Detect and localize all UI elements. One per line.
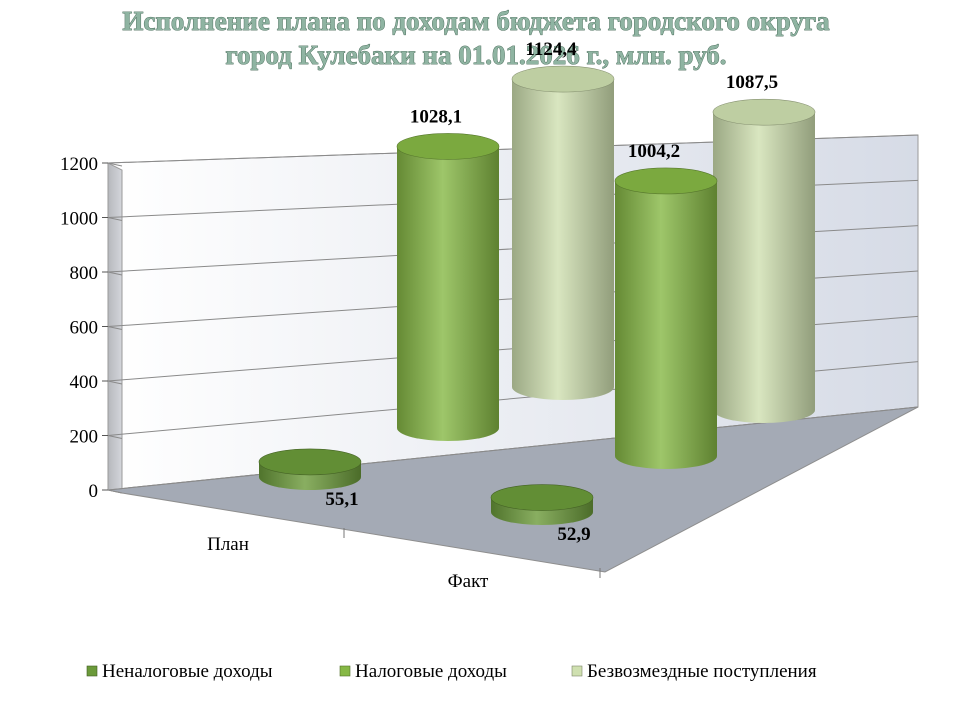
legend-item: Безвозмездные поступления: [571, 661, 817, 682]
legend-label: Налоговые доходы: [355, 661, 507, 682]
y-tick-label: 0: [89, 481, 99, 502]
y-tick-label: 1000: [60, 209, 98, 230]
chart-title-line-1: Исполнение плана по доходам бюджета горо…: [122, 6, 830, 36]
data-label: 1028,1: [410, 106, 462, 127]
legend-item: Неналоговые доходы: [86, 661, 273, 682]
legend-label: Безвозмездные поступления: [587, 661, 817, 682]
legend-label: Неналоговые доходы: [102, 661, 273, 682]
y-tick-label: 200: [70, 427, 99, 448]
data-label: 1087,5: [726, 72, 778, 93]
gridline-side: [107, 162, 123, 167]
data-labels: 1124,4 1087,5 1028,1 1004,2 55,1 52,9: [325, 39, 778, 545]
category-label: Факт: [448, 571, 489, 592]
data-label: 1004,2: [628, 141, 680, 162]
bars: [258, 65, 816, 525]
bar: [712, 98, 816, 423]
gridline-side: [107, 326, 123, 330]
category-label: План: [207, 534, 249, 555]
y-tick-label: 400: [70, 372, 99, 393]
legend-swatch: [571, 665, 583, 677]
gridline-side: [107, 217, 123, 221]
data-label: 1124,4: [525, 39, 577, 60]
legend-item: Налоговые доходы: [339, 661, 507, 682]
bar: [258, 448, 362, 490]
bar-top: [490, 484, 594, 511]
chart-title: Исполнение плана по доходам бюджета горо…: [122, 6, 831, 71]
bar: [490, 484, 594, 525]
y-tick-label: 1200: [60, 154, 98, 175]
bar-top: [258, 448, 362, 476]
gridline-side: [107, 271, 123, 276]
bar-top: [712, 98, 816, 126]
chart-title-line-2: город Кулебаки на 01.01.2026 г., млн. ру…: [225, 40, 726, 70]
gridline-side: [107, 380, 123, 385]
gridline-side: [107, 489, 123, 494]
y-tick-label: 600: [70, 318, 99, 339]
y-tick-label: 800: [70, 263, 99, 284]
bar-top: [511, 65, 615, 93]
bar-body: [397, 146, 499, 442]
bar-body: [512, 79, 614, 401]
bar-top: [396, 133, 500, 160]
bar-body: [615, 180, 717, 469]
data-label: 52,9: [557, 524, 590, 545]
bar-body: [713, 112, 815, 423]
legend-swatch: [86, 665, 98, 677]
gridline-side: [107, 435, 123, 439]
data-label: 55,1: [325, 489, 358, 510]
bar: [396, 133, 500, 442]
bar: [614, 167, 718, 469]
bar-top: [614, 167, 718, 195]
x-axis: План Факт: [207, 528, 601, 592]
legend: Неналоговые доходы Налоговые доходы Безвоз…: [86, 661, 817, 682]
y-axis: 0 200 400 600 800 1000 1200: [60, 154, 108, 502]
legend-swatch: [339, 665, 351, 677]
bar: [511, 65, 615, 401]
